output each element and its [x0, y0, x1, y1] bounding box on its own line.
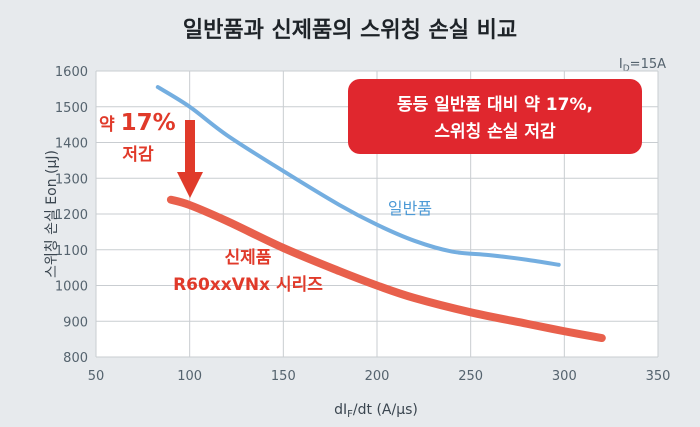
- x-tick-label: 300: [552, 369, 577, 384]
- y-tick-label: 1500: [55, 101, 88, 116]
- x-tick-label: 350: [646, 369, 671, 384]
- x-axis-label: dIF/dt (A/μs): [334, 402, 418, 420]
- series-new-label-line2: R60xxVNx 시리즈: [173, 275, 323, 295]
- x-tick-label: 250: [458, 369, 483, 384]
- y-tick-label: 1400: [55, 137, 88, 152]
- reduction-label-top: 약 17%: [99, 110, 176, 136]
- y-tick-label: 1000: [55, 280, 88, 295]
- x-tick-label: 100: [177, 369, 202, 384]
- series-new-line: [166, 195, 606, 343]
- x-tick-labels: 50 100 150 200 250 300 350: [88, 369, 671, 384]
- callout-line1: 동등 일반품 대비 약 17%,: [397, 94, 593, 115]
- reduction-arrow: [177, 120, 203, 198]
- y-tick-label: 1100: [55, 244, 88, 259]
- series-general-line: [155, 85, 561, 267]
- x-tick-label: 50: [88, 369, 105, 384]
- y-tick-labels: 800 900 1000 1100 1200 1300 1400 1500 1600: [55, 65, 88, 366]
- x-tick-label: 150: [271, 369, 296, 384]
- series-general-label: 일반품: [388, 199, 432, 218]
- y-tick-label: 1300: [55, 172, 88, 187]
- chart-title: 일반품과 신제품의 스위칭 손실 비교: [183, 18, 517, 43]
- y-axis-label: 스위칭 손실 Eon (μJ): [44, 150, 60, 278]
- reduction-label-bottom: 저감: [122, 145, 154, 165]
- series-new-label-line1: 신제품: [225, 248, 272, 268]
- y-tick-label: 800: [63, 351, 88, 366]
- y-tick-label: 900: [63, 315, 88, 330]
- callout-line2: 스위칭 손실 저감: [434, 122, 556, 142]
- y-tick-label: 1200: [55, 208, 88, 223]
- x-tick-label: 200: [365, 369, 390, 384]
- condition-label: ID=15A: [619, 57, 666, 74]
- y-tick-label: 1600: [55, 65, 88, 80]
- callout-box: 동등 일반품 대비 약 17%, 스위칭 손실 저감: [348, 79, 642, 154]
